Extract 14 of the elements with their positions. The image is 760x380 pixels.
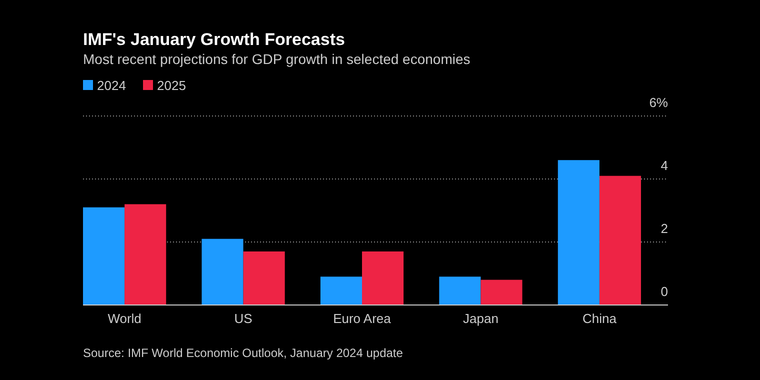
x-tick-label: Euro Area bbox=[333, 311, 392, 326]
y-tick-label: 0 bbox=[660, 284, 668, 299]
chart-subtitle: Most recent projections for GDP growth in selected economies bbox=[83, 51, 470, 67]
y-tick-label: 2 bbox=[660, 221, 668, 236]
source-note: Source: IMF World Economic Outlook, January 2024 update bbox=[83, 346, 404, 360]
x-tick-label: Japan bbox=[463, 311, 498, 326]
legend-label: 2025 bbox=[157, 78, 186, 93]
legend-label: 2024 bbox=[97, 78, 126, 93]
y-tick-label: 6% bbox=[649, 95, 668, 110]
chart-title: IMF's January Growth Forecasts bbox=[83, 30, 345, 49]
x-tick-label: US bbox=[234, 311, 253, 326]
y-tick-label: 4 bbox=[660, 158, 668, 173]
x-tick-label: World bbox=[108, 311, 142, 326]
x-tick-label: China bbox=[582, 311, 618, 326]
